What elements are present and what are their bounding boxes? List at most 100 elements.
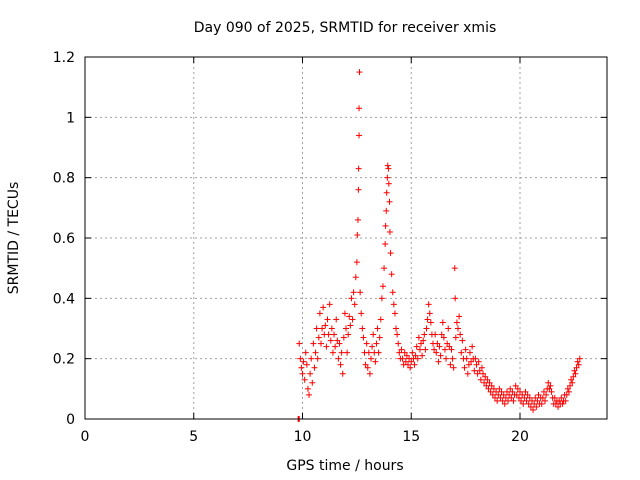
data-point xyxy=(558,394,565,401)
data-point xyxy=(356,132,363,139)
data-point xyxy=(522,388,529,395)
data-point xyxy=(349,316,356,323)
data-point xyxy=(453,319,460,326)
data-point xyxy=(304,385,311,392)
data-point xyxy=(377,316,384,323)
data-point xyxy=(394,331,401,338)
data-point xyxy=(562,397,569,404)
data-point xyxy=(515,394,522,401)
data-point xyxy=(329,349,336,356)
data-point xyxy=(539,394,546,401)
data-point xyxy=(493,388,500,395)
data-point xyxy=(502,394,509,401)
data-point xyxy=(339,370,346,377)
data-point xyxy=(333,316,340,323)
data-point xyxy=(489,391,496,398)
data-point xyxy=(418,340,425,347)
data-point xyxy=(545,379,552,386)
data-point xyxy=(416,346,423,353)
data-point xyxy=(426,310,433,317)
data-point xyxy=(481,379,488,386)
data-point xyxy=(445,325,452,332)
data-point xyxy=(513,391,520,398)
data-point xyxy=(317,340,324,347)
data-point xyxy=(422,346,429,353)
data-point xyxy=(452,295,459,302)
data-point xyxy=(382,241,389,248)
data-point xyxy=(444,340,451,347)
data-point xyxy=(296,340,303,347)
data-point xyxy=(365,349,372,356)
data-point xyxy=(300,358,307,365)
data-point xyxy=(466,349,473,356)
data-point xyxy=(495,391,502,398)
data-point xyxy=(312,349,319,356)
data-point xyxy=(484,376,491,383)
data-point xyxy=(499,397,506,404)
data-point xyxy=(370,331,377,338)
data-point xyxy=(356,105,363,112)
data-point xyxy=(378,295,385,302)
data-point xyxy=(419,352,426,359)
data-point xyxy=(364,364,371,371)
data-point xyxy=(546,385,553,392)
data-point xyxy=(351,301,358,308)
data-point xyxy=(457,331,464,338)
data-point xyxy=(424,316,431,323)
data-point xyxy=(401,349,408,356)
x-tick-label: 0 xyxy=(81,429,90,445)
data-point xyxy=(356,69,363,76)
data-point xyxy=(572,370,579,377)
plot-frame xyxy=(84,56,608,420)
x-tick-label: 10 xyxy=(294,429,312,445)
data-point xyxy=(532,394,539,401)
data-point xyxy=(326,301,333,308)
data-point xyxy=(408,358,415,365)
data-point xyxy=(574,358,581,365)
data-point xyxy=(313,325,320,332)
x-axis-label: GPS time / hours xyxy=(286,458,403,474)
data-point xyxy=(519,391,526,398)
data-point xyxy=(328,325,335,332)
data-point xyxy=(360,334,367,341)
data-point xyxy=(451,265,458,272)
data-point xyxy=(464,370,471,377)
data-point xyxy=(387,250,394,257)
data-point xyxy=(343,325,349,332)
data-point xyxy=(411,361,418,368)
data-point xyxy=(543,391,550,398)
data-point xyxy=(497,394,504,401)
data-point xyxy=(421,331,428,338)
data-point xyxy=(471,367,478,374)
data-point xyxy=(379,283,386,290)
data-point xyxy=(431,346,438,353)
data-point xyxy=(347,322,354,329)
y-tick-label: 0.6 xyxy=(53,231,75,247)
data-point xyxy=(447,361,454,368)
data-point xyxy=(314,355,321,362)
x-tick-label: 20 xyxy=(511,429,529,445)
data-point xyxy=(366,370,373,377)
data-point xyxy=(565,388,572,395)
data-point xyxy=(473,361,480,368)
data-point xyxy=(385,165,392,172)
data-point xyxy=(354,231,361,238)
data-point xyxy=(384,174,391,181)
data-point xyxy=(533,403,540,410)
data-point xyxy=(441,346,448,353)
data-point xyxy=(569,379,576,386)
data-point xyxy=(309,379,316,386)
data-point xyxy=(570,373,577,380)
data-point xyxy=(368,355,375,362)
data-point xyxy=(325,331,332,338)
data-point xyxy=(403,352,410,359)
data-point xyxy=(491,394,498,401)
data-point xyxy=(531,400,538,407)
data-point xyxy=(547,382,554,389)
data-point xyxy=(449,355,456,362)
data-point xyxy=(350,289,357,296)
data-point xyxy=(420,337,427,344)
data-point xyxy=(335,355,342,362)
data-point xyxy=(297,355,304,362)
data-point xyxy=(355,186,362,193)
